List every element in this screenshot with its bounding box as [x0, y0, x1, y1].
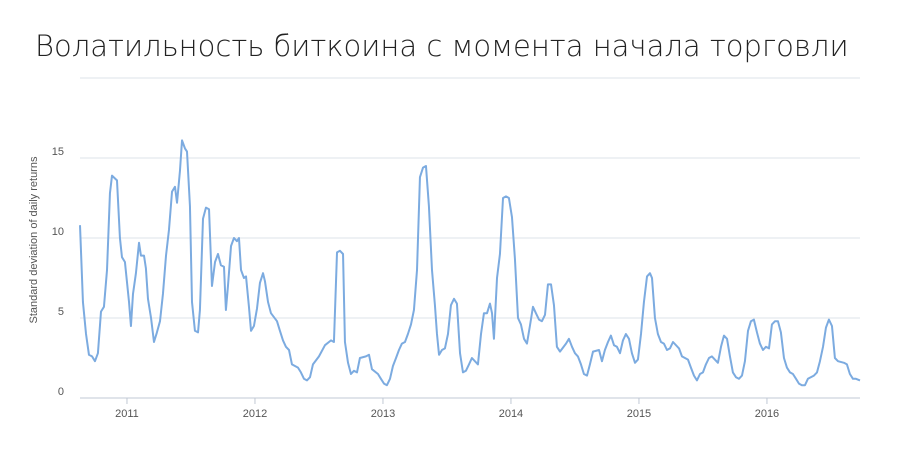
y-tick-label: 15 [52, 146, 64, 158]
data-line [79, 139, 861, 387]
y-tick-label: 0 [58, 386, 64, 398]
chart-title: Волатильность биткоина с момента начала … [35, 29, 849, 63]
x-tick-label: 2013 [371, 408, 395, 420]
y-tick-label: 5 [58, 306, 64, 318]
x-tick-label: 2011 [115, 408, 139, 420]
y-tick-label: 10 [52, 226, 64, 238]
x-tick-label: 2016 [755, 408, 779, 420]
x-tick-label: 2014 [499, 408, 523, 420]
y-axis-label: Standard deviation of daily returns [28, 156, 40, 323]
x-tick-label: 2015 [627, 408, 651, 420]
x-tick-label: 2012 [243, 408, 267, 420]
